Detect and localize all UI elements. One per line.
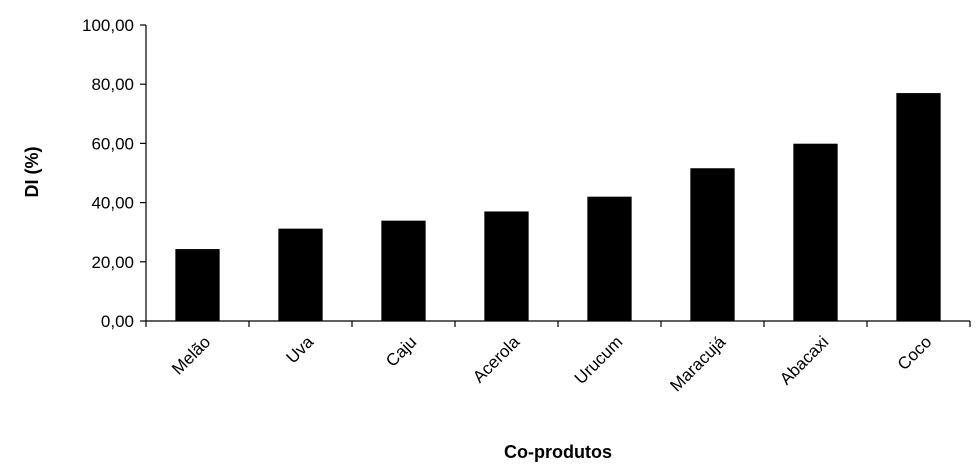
- x-axis-title: Co-produtos: [504, 442, 612, 462]
- bar: [278, 228, 323, 321]
- bar: [381, 220, 426, 321]
- bar: [587, 196, 632, 321]
- y-tick-label: 100,00: [82, 16, 134, 35]
- bar: [690, 168, 735, 321]
- bar: [175, 249, 220, 321]
- x-category-label: Acerola: [469, 332, 524, 387]
- y-tick-label: 0,00: [101, 312, 134, 331]
- bar: [896, 93, 941, 321]
- x-axis-ticks: Melão Uva Caju Acerola Urucum Maracujá Abacaxi…: [145, 321, 971, 395]
- bars-group: [175, 93, 941, 321]
- x-category-label: Abacaxi: [776, 332, 832, 388]
- y-tick-label: 60,00: [91, 134, 134, 153]
- x-category-label: Melão: [168, 332, 214, 378]
- x-category-label: Uva: [283, 332, 318, 367]
- bar: [793, 143, 838, 321]
- x-category-label: Urucum: [571, 332, 627, 388]
- y-axis-ticks: 0,00 20,00 40,00 60,00 80,00 100,00: [82, 16, 146, 331]
- y-axis-title: DI (%): [22, 147, 42, 198]
- x-category-label: Caju: [382, 332, 420, 370]
- x-category-label: Coco: [894, 332, 935, 373]
- y-tick-label: 80,00: [91, 75, 134, 94]
- x-category-label: Maracujá: [666, 332, 729, 395]
- bar: [484, 211, 529, 321]
- y-tick-label: 40,00: [91, 194, 134, 213]
- y-tick-label: 20,00: [91, 253, 134, 272]
